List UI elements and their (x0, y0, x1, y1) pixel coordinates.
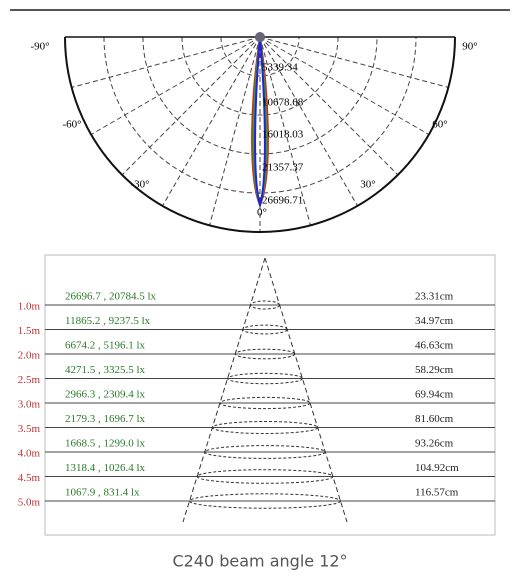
polar-spoke (209, 36, 261, 226)
polar-center (255, 32, 265, 42)
angle-label: -30° (130, 179, 149, 191)
radial-label: 10678.68 (262, 97, 304, 109)
polar-ring (220, 36, 300, 77)
distance-label: 4.0m (18, 448, 41, 460)
angle-label: -60° (62, 119, 81, 131)
diameter-label: 23.31cm (415, 291, 454, 303)
cone-edge (264, 257, 348, 523)
distance-label: 1.5m (18, 325, 41, 337)
diameter-label: 116.57cm (415, 487, 459, 499)
cone-section (189, 493, 341, 509)
lux-label: 2966.3 , 2309.4 lx (65, 389, 146, 401)
cone-edge (182, 257, 266, 523)
angle-label: 0° (257, 207, 267, 219)
distance-label: 1.0m (18, 301, 41, 313)
diameter-label: 46.63cm (415, 340, 454, 352)
distance-label: 2.0m (18, 350, 41, 362)
polar-ring (181, 36, 339, 116)
diameter-label: 81.60cm (415, 413, 454, 425)
distance-label: 3.5m (18, 423, 41, 435)
polar-diagram: -90° 90° -60° 60° -30° 30° 0° 5339.34 10678.68 16… (30, 32, 478, 233)
polar-spoke (90, 36, 261, 135)
polar-spoke (259, 36, 358, 207)
cone-section (211, 421, 319, 434)
lux-label: 4271.5 , 3325.5 lx (65, 364, 146, 376)
lux-label: 2179.3 , 1696.7 lx (65, 413, 146, 425)
cone-section (196, 469, 334, 484)
polar-spoke (259, 36, 399, 176)
lux-label: 11865.2 , 9237.5 lx (65, 315, 151, 327)
distance-label: 4.5m (18, 472, 41, 484)
polar-outline (64, 36, 456, 233)
polar-spoke (162, 36, 261, 207)
polar-spoke (71, 36, 261, 88)
caption: C240 beam angle 12° (172, 552, 347, 571)
angle-label: 30° (360, 179, 375, 191)
distance-label: 5.0m (18, 497, 41, 509)
polar-spoke (259, 36, 311, 226)
table-frame (44, 254, 496, 536)
lux-label: 1668.5 , 1299.0 lx (65, 438, 146, 450)
angle-label: -90° (30, 41, 49, 53)
polar-spoke (259, 36, 430, 135)
angle-label: 90° (462, 41, 477, 53)
cone-section (219, 396, 311, 410)
polar-spoke (121, 36, 261, 176)
beam-curve (254, 36, 266, 209)
radial-label: 16018.03 (262, 129, 304, 141)
diameter-label: 58.29cm (415, 364, 454, 376)
polar-ring (142, 36, 378, 155)
angle-label: 60° (432, 119, 447, 131)
distance-label: 2.5m (18, 374, 41, 386)
illuminance-table: 1.0m 26696.7 , 20784.5 lx 23.31cm 1.5m 11865… (18, 257, 495, 523)
lux-label: 1067.9 , 831.4 lx (65, 487, 140, 499)
diameter-label: 34.97cm (415, 315, 454, 327)
lux-label: 1318.4 , 1026.4 lx (65, 462, 146, 474)
diameter-label: 93.26cm (415, 438, 454, 450)
radial-label: 21357.37 (262, 162, 304, 174)
polar-spoke (259, 36, 449, 88)
diameter-label: 69.94cm (415, 389, 454, 401)
radial-label: 5339.34 (262, 62, 298, 74)
cone-section (242, 324, 288, 335)
cone-section (249, 300, 281, 310)
cone-section (227, 372, 303, 385)
distance-label: 3.0m (18, 399, 41, 411)
cone-section (234, 348, 296, 360)
diameter-label: 104.92cm (415, 462, 459, 474)
lux-label: 26696.7 , 20784.5 lx (65, 291, 157, 303)
cone-section (204, 445, 326, 459)
lux-label: 6674.2 , 5196.1 lx (65, 340, 146, 352)
radial-label: 26696.71 (262, 195, 303, 207)
